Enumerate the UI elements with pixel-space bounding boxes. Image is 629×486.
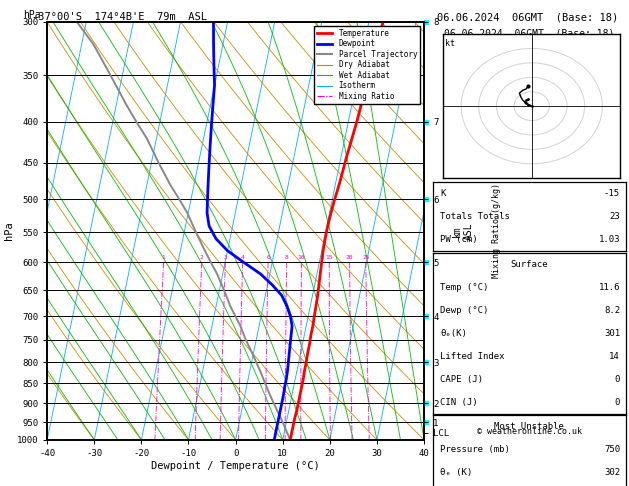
Text: 06.06.2024  06GMT  (Base: 18): 06.06.2024 06GMT (Base: 18) xyxy=(444,28,615,38)
Text: kt: kt xyxy=(445,38,455,48)
Text: 3: 3 xyxy=(223,256,227,260)
Text: Surface: Surface xyxy=(510,260,548,269)
Text: hPa: hPa xyxy=(23,10,40,20)
Legend: Temperature, Dewpoint, Parcel Trajectory, Dry Adiabat, Wet Adiabat, Isotherm, Mi: Temperature, Dewpoint, Parcel Trajectory… xyxy=(314,26,420,104)
Text: 1: 1 xyxy=(162,256,165,260)
Text: Most Unstable: Most Unstable xyxy=(494,422,564,431)
Text: 06.06.2024  06GMT  (Base: 18): 06.06.2024 06GMT (Base: 18) xyxy=(437,12,618,22)
Text: 8: 8 xyxy=(285,256,289,260)
Text: 2: 2 xyxy=(200,256,204,260)
Text: 750: 750 xyxy=(604,445,620,454)
Text: 6: 6 xyxy=(266,256,270,260)
Text: -37°00'S  174°4B'E  79m  ASL: -37°00'S 174°4B'E 79m ASL xyxy=(32,12,207,22)
Text: Lifted Index: Lifted Index xyxy=(440,352,505,361)
Text: 14: 14 xyxy=(610,352,620,361)
Text: 4: 4 xyxy=(241,256,245,260)
Text: 25: 25 xyxy=(362,256,370,260)
Text: 1.03: 1.03 xyxy=(599,235,620,244)
Text: 10: 10 xyxy=(298,256,305,260)
Text: 23: 23 xyxy=(610,212,620,221)
X-axis label: Dewpoint / Temperature (°C): Dewpoint / Temperature (°C) xyxy=(151,461,320,470)
Text: -15: -15 xyxy=(604,189,620,198)
Y-axis label: km
ASL: km ASL xyxy=(452,222,474,240)
Text: Temp (°C): Temp (°C) xyxy=(440,283,489,292)
Text: © weatheronline.co.uk: © weatheronline.co.uk xyxy=(477,427,582,435)
Text: Pressure (mb): Pressure (mb) xyxy=(440,445,510,454)
Text: θₑ (K): θₑ (K) xyxy=(440,469,472,477)
Text: 11.6: 11.6 xyxy=(599,283,620,292)
Text: 0: 0 xyxy=(615,375,620,383)
Text: 301: 301 xyxy=(604,329,620,338)
Text: K: K xyxy=(440,189,446,198)
Text: Mixing Ratio (g/kg): Mixing Ratio (g/kg) xyxy=(492,183,501,278)
Text: θₑ(K): θₑ(K) xyxy=(440,329,467,338)
Text: 302: 302 xyxy=(604,469,620,477)
Text: Dewp (°C): Dewp (°C) xyxy=(440,306,489,315)
Text: 15: 15 xyxy=(326,256,333,260)
Text: CAPE (J): CAPE (J) xyxy=(440,375,483,383)
Y-axis label: hPa: hPa xyxy=(4,222,14,240)
Text: CIN (J): CIN (J) xyxy=(440,398,478,407)
Text: PW (cm): PW (cm) xyxy=(440,235,478,244)
Text: 8.2: 8.2 xyxy=(604,306,620,315)
Text: 20: 20 xyxy=(346,256,353,260)
Text: Totals Totals: Totals Totals xyxy=(440,212,510,221)
Text: 0: 0 xyxy=(615,398,620,407)
